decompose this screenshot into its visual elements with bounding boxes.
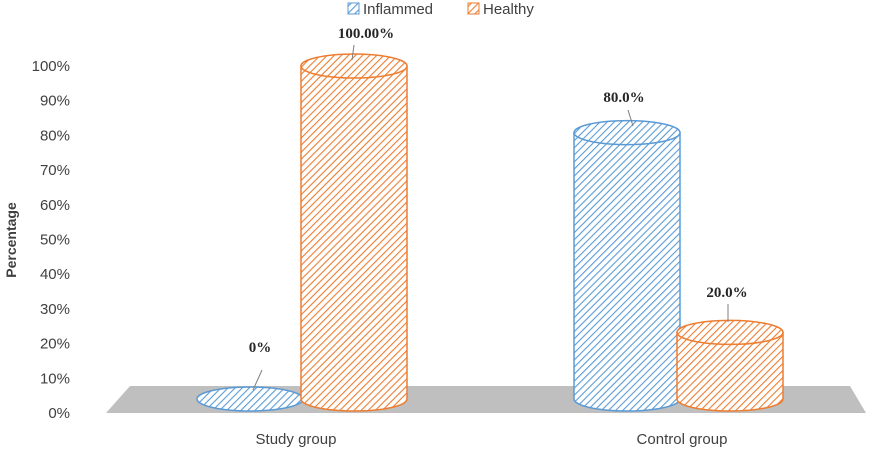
y-tick-label: 80% <box>40 127 70 144</box>
legend-swatch <box>467 2 480 15</box>
y-tick-label: 40% <box>40 266 70 283</box>
y-tick-label: 60% <box>40 197 70 214</box>
y-tick-label: 20% <box>40 336 70 353</box>
legend-item-inflammed: Inflammed <box>347 1 433 18</box>
legend-label: Inflammed <box>363 1 433 18</box>
legend-swatch <box>347 2 360 15</box>
bar-inflammed-2 <box>573 119 681 412</box>
legend-label: Healthy <box>483 1 534 18</box>
bar-healthy-2 <box>676 319 784 412</box>
y-tick-label: 90% <box>40 93 70 110</box>
data-label: 20.0% <box>706 285 747 301</box>
data-label: 80.0% <box>603 90 644 106</box>
x-tick-label: Control group <box>637 431 728 448</box>
y-tick-label: 0% <box>48 405 70 422</box>
y-tick-label: 30% <box>40 301 70 318</box>
y-tick-label: 100% <box>32 58 70 75</box>
data-label: 0% <box>249 340 272 356</box>
y-tick-label: 10% <box>40 370 70 387</box>
bar-inflammed-1 <box>196 386 304 412</box>
y-axis-label: Percentage <box>3 202 19 278</box>
y-tick-label: 50% <box>40 232 70 249</box>
bar-healthy-1 <box>300 53 408 412</box>
y-tick-label: 70% <box>40 162 70 179</box>
leader-line <box>351 44 355 61</box>
leader-line <box>627 109 634 127</box>
leader-line <box>252 369 263 391</box>
data-label: 100.00% <box>338 26 394 42</box>
x-tick-label: Study group <box>256 431 337 448</box>
legend-item-healthy: Healthy <box>467 1 534 18</box>
